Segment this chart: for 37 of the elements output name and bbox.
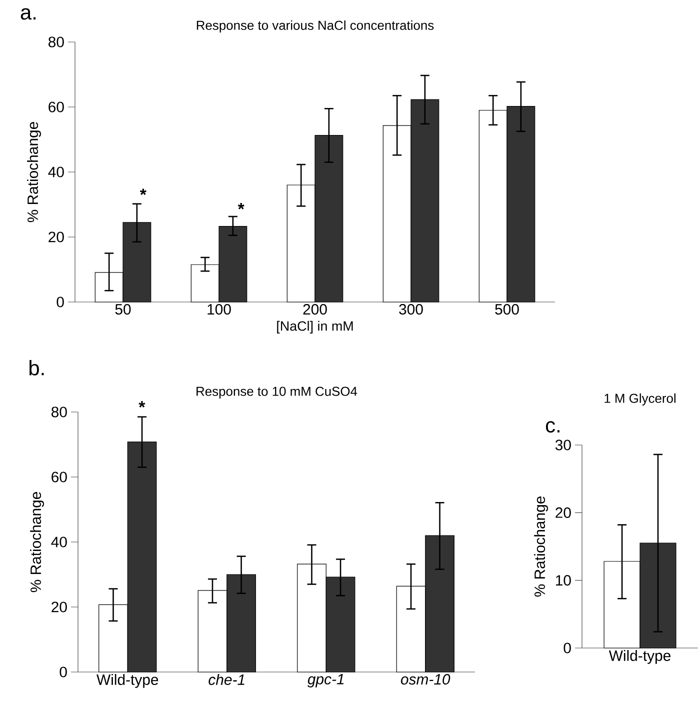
y-tick-label: 80 xyxy=(48,36,64,48)
chart-title: Response to 10 mM CuSO4 xyxy=(196,386,358,398)
x-tick-label: Wild-type xyxy=(608,650,670,664)
x-tick-label: Wild-type xyxy=(96,674,158,688)
y-tick-label: 20 xyxy=(48,232,64,242)
chart-title: Response to various NaCl concentrations xyxy=(196,20,434,32)
text: * xyxy=(138,401,146,408)
y-tick-label: 20 xyxy=(52,602,67,612)
y-tick-label: 0 xyxy=(60,666,67,678)
y-axis-title: % Ratiochange xyxy=(27,122,42,222)
x-tick-label: osm-10 xyxy=(400,674,450,685)
y-axis-title: % Ratiochange xyxy=(30,492,44,592)
y-tick-label: 20 xyxy=(556,507,571,518)
x-tick-label: gpc-1 xyxy=(307,674,344,688)
y-tick-label: 60 xyxy=(52,472,67,482)
x-tick-label: 50 xyxy=(115,304,131,315)
y-tick-label: 0 xyxy=(56,296,64,308)
x-tick-label: che-1 xyxy=(208,674,244,685)
y-tick-label: 40 xyxy=(51,536,67,548)
annotation: * xyxy=(140,188,146,196)
y-axis-title: % Ratiochange xyxy=(534,496,548,597)
x-axis-title: [NaCl] in mM xyxy=(277,320,353,334)
y-tick-label: 10 xyxy=(556,575,571,586)
x-tick-label: 500 xyxy=(495,304,519,315)
x-tick-label: 100 xyxy=(208,304,231,315)
text: a. xyxy=(20,8,36,20)
y-tick-label: 40 xyxy=(48,166,64,178)
y-tick-label: 60 xyxy=(48,102,64,112)
y-tick-label: 80 xyxy=(52,406,67,418)
annotation: * xyxy=(238,203,244,210)
x-tick-label: 300 xyxy=(399,304,423,315)
x-tick-label: 200 xyxy=(303,304,327,315)
y-tick-label: 30 xyxy=(555,440,571,450)
text: b. xyxy=(30,360,44,376)
y-tick-label: 0 xyxy=(564,642,571,654)
chart-title: 1 M Glycerol xyxy=(604,393,676,406)
text: c. xyxy=(546,421,560,433)
